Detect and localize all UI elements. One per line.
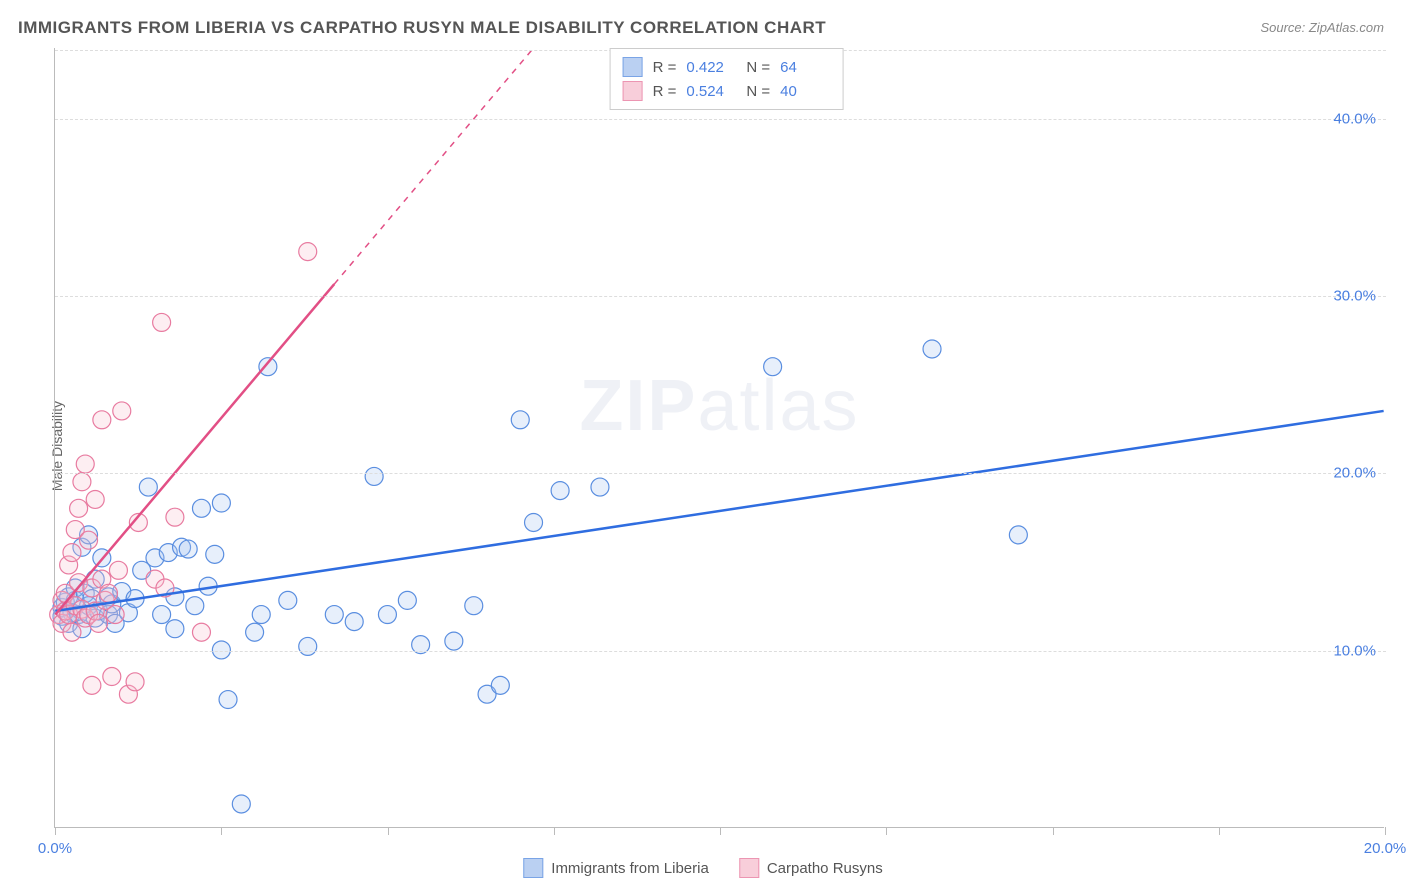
x-tick-label: 20.0% <box>1364 840 1406 857</box>
data-point-rusyn <box>70 499 88 517</box>
y-tick-label: 20.0% <box>1333 465 1376 482</box>
data-point-liberia <box>465 597 483 615</box>
data-point-liberia <box>186 597 204 615</box>
swatch-liberia-bottom <box>523 858 543 878</box>
data-point-rusyn <box>299 243 317 261</box>
correlation-row-rusyn: R = 0.524 N = 40 <box>623 79 831 103</box>
data-point-liberia <box>764 358 782 376</box>
r-value-liberia: 0.422 <box>686 59 736 76</box>
data-point-liberia <box>166 620 184 638</box>
trendline-liberia <box>55 411 1383 611</box>
data-point-liberia <box>511 411 529 429</box>
data-point-liberia <box>299 637 317 655</box>
legend-item-rusyn: Carpatho Rusyns <box>739 858 883 878</box>
data-point-rusyn <box>76 455 94 473</box>
x-tick <box>554 827 555 835</box>
x-tick <box>55 827 56 835</box>
data-point-liberia <box>378 606 396 624</box>
n-value-rusyn: 40 <box>780 83 830 100</box>
data-point-liberia <box>259 358 277 376</box>
data-point-liberia <box>445 632 463 650</box>
r-value-rusyn: 0.524 <box>686 83 736 100</box>
data-point-liberia <box>345 613 363 631</box>
x-tick <box>221 827 222 835</box>
data-point-liberia <box>232 795 250 813</box>
data-point-rusyn <box>83 676 101 694</box>
correlation-legend: R = 0.422 N = 64 R = 0.524 N = 40 <box>610 48 844 110</box>
legend-label-liberia: Immigrants from Liberia <box>551 860 709 877</box>
data-point-liberia <box>591 478 609 496</box>
data-point-rusyn <box>63 623 81 641</box>
data-point-liberia <box>153 606 171 624</box>
data-point-liberia <box>192 499 210 517</box>
data-point-rusyn <box>166 508 184 526</box>
data-point-liberia <box>551 482 569 500</box>
data-point-rusyn <box>80 531 98 549</box>
series-legend: Immigrants from Liberia Carpatho Rusyns <box>523 858 882 878</box>
trendline-dash-rusyn <box>334 48 533 284</box>
source-link[interactable]: ZipAtlas.com <box>1309 20 1384 35</box>
swatch-liberia <box>623 57 643 77</box>
y-tick-label: 40.0% <box>1333 110 1376 127</box>
data-point-rusyn <box>192 623 210 641</box>
data-point-liberia <box>365 467 383 485</box>
gridline <box>55 119 1386 120</box>
data-point-liberia <box>179 540 197 558</box>
data-point-rusyn <box>109 561 127 579</box>
swatch-rusyn <box>623 81 643 101</box>
data-point-liberia <box>491 676 509 694</box>
y-tick-label: 30.0% <box>1333 288 1376 305</box>
data-point-rusyn <box>126 673 144 691</box>
data-point-rusyn <box>90 614 108 632</box>
data-point-rusyn <box>63 544 81 562</box>
data-point-rusyn <box>73 473 91 491</box>
data-point-liberia <box>252 606 270 624</box>
data-point-rusyn <box>153 313 171 331</box>
data-point-liberia <box>398 591 416 609</box>
x-tick <box>1053 827 1054 835</box>
legend-label-rusyn: Carpatho Rusyns <box>767 860 883 877</box>
legend-item-liberia: Immigrants from Liberia <box>523 858 709 878</box>
data-point-rusyn <box>113 402 131 420</box>
data-point-liberia <box>212 494 230 512</box>
x-tick-label: 0.0% <box>38 840 72 857</box>
data-point-liberia <box>525 513 543 531</box>
n-value-liberia: 64 <box>780 59 830 76</box>
data-point-liberia <box>325 606 343 624</box>
gridline <box>55 651 1386 652</box>
plot-svg <box>55 48 1384 827</box>
n-label: N = <box>746 83 770 100</box>
data-point-liberia <box>246 623 264 641</box>
data-point-liberia <box>206 545 224 563</box>
x-tick <box>720 827 721 835</box>
correlation-row-liberia: R = 0.422 N = 64 <box>623 55 831 79</box>
data-point-liberia <box>139 478 157 496</box>
data-point-liberia <box>923 340 941 358</box>
plot-area: ZIPatlas 10.0%20.0%30.0%40.0%0.0%20.0% <box>54 48 1384 828</box>
data-point-liberia <box>279 591 297 609</box>
n-label: N = <box>746 59 770 76</box>
source-prefix: Source: <box>1260 20 1308 35</box>
data-point-rusyn <box>93 411 111 429</box>
gridline <box>55 296 1386 297</box>
r-label: R = <box>653 83 677 100</box>
data-point-rusyn <box>86 490 104 508</box>
x-tick <box>886 827 887 835</box>
data-point-rusyn <box>103 668 121 686</box>
y-tick-label: 10.0% <box>1333 642 1376 659</box>
x-tick <box>1385 827 1386 835</box>
data-point-rusyn <box>99 584 117 602</box>
chart-container: IMMIGRANTS FROM LIBERIA VS CARPATHO RUSY… <box>0 0 1406 892</box>
gridline <box>55 473 1386 474</box>
data-point-liberia <box>219 691 237 709</box>
swatch-rusyn-bottom <box>739 858 759 878</box>
x-tick <box>1219 827 1220 835</box>
r-label: R = <box>653 59 677 76</box>
chart-title: IMMIGRANTS FROM LIBERIA VS CARPATHO RUSY… <box>18 18 826 38</box>
data-point-liberia <box>1009 526 1027 544</box>
data-point-rusyn <box>106 606 124 624</box>
x-tick <box>388 827 389 835</box>
trendline-rusyn <box>55 284 334 614</box>
chart-source: Source: ZipAtlas.com <box>1260 20 1384 35</box>
